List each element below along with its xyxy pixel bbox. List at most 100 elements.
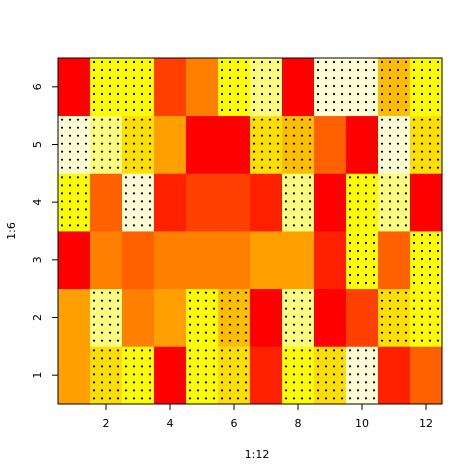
dot xyxy=(236,381,240,384)
dot xyxy=(380,100,384,104)
dot xyxy=(308,323,312,326)
dot xyxy=(404,108,408,112)
dot xyxy=(364,397,368,400)
dot xyxy=(60,118,64,121)
dot xyxy=(300,307,304,310)
dot xyxy=(108,307,112,310)
dot xyxy=(284,397,288,400)
dot xyxy=(348,365,352,368)
dot xyxy=(292,184,296,187)
dot xyxy=(100,126,104,129)
heat-cell xyxy=(282,288,315,347)
heat-cell xyxy=(186,115,219,174)
dot xyxy=(188,397,192,400)
dot xyxy=(412,166,416,169)
dot xyxy=(436,142,440,145)
dot xyxy=(356,389,360,392)
dot xyxy=(196,349,200,352)
dot xyxy=(228,76,232,80)
dot xyxy=(92,307,96,310)
x-axis-label: 1:12 xyxy=(245,448,270,461)
dot xyxy=(276,92,280,96)
dot xyxy=(372,76,376,80)
dot xyxy=(124,68,128,72)
dot xyxy=(132,142,136,145)
dot xyxy=(68,134,72,137)
dot xyxy=(212,365,216,368)
heat-cell xyxy=(90,288,123,347)
dot xyxy=(260,68,264,72)
dot xyxy=(228,108,232,112)
dot xyxy=(212,315,216,318)
dot xyxy=(340,108,344,112)
dot xyxy=(300,373,304,376)
dot xyxy=(436,273,440,277)
dot xyxy=(108,331,112,334)
dot xyxy=(436,339,440,342)
dot xyxy=(412,265,416,269)
dot xyxy=(340,84,344,88)
dot xyxy=(420,84,424,88)
dot xyxy=(388,315,392,318)
dot xyxy=(348,389,352,392)
dot xyxy=(364,68,368,72)
dot xyxy=(196,397,200,400)
dot xyxy=(124,357,128,360)
dot xyxy=(92,84,96,88)
dot xyxy=(140,389,144,392)
dot xyxy=(292,150,296,153)
heat-cell xyxy=(282,346,315,405)
dot xyxy=(228,60,232,64)
dot xyxy=(372,389,376,392)
dot xyxy=(108,389,112,392)
dot xyxy=(236,339,240,342)
dot xyxy=(84,224,88,227)
dot xyxy=(228,299,232,302)
dot xyxy=(428,134,432,137)
dot xyxy=(188,299,192,302)
dot xyxy=(300,166,304,169)
heat-cell xyxy=(154,346,187,405)
dot xyxy=(340,365,344,368)
dot xyxy=(228,68,232,72)
dot xyxy=(396,315,400,318)
dot xyxy=(436,281,440,285)
heat-cell xyxy=(58,346,91,405)
dot xyxy=(252,158,256,161)
dot xyxy=(340,60,344,64)
dot xyxy=(228,381,232,384)
dot xyxy=(428,68,432,72)
dot xyxy=(140,84,144,88)
heat-cell xyxy=(410,346,443,405)
dot xyxy=(68,176,72,179)
dot xyxy=(148,92,152,96)
dot xyxy=(404,331,408,334)
dot xyxy=(356,381,360,384)
dot xyxy=(100,76,104,80)
dot xyxy=(396,224,400,227)
dot xyxy=(140,208,144,211)
dot xyxy=(220,307,224,310)
dot xyxy=(356,265,360,269)
dot xyxy=(108,142,112,145)
dot xyxy=(132,381,136,384)
dot xyxy=(100,60,104,64)
dot xyxy=(68,158,72,161)
dot xyxy=(220,299,224,302)
dot xyxy=(148,389,152,392)
dot xyxy=(300,299,304,302)
dot xyxy=(124,381,128,384)
dot xyxy=(148,200,152,203)
dot xyxy=(84,126,88,129)
dot xyxy=(396,200,400,203)
dot xyxy=(388,339,392,342)
dot xyxy=(308,365,312,368)
dot xyxy=(268,84,272,88)
dot xyxy=(204,315,208,318)
dot xyxy=(388,216,392,219)
dot xyxy=(60,216,64,219)
dot xyxy=(388,208,392,211)
dot xyxy=(324,68,328,72)
dot xyxy=(404,291,408,294)
dot xyxy=(108,100,112,104)
